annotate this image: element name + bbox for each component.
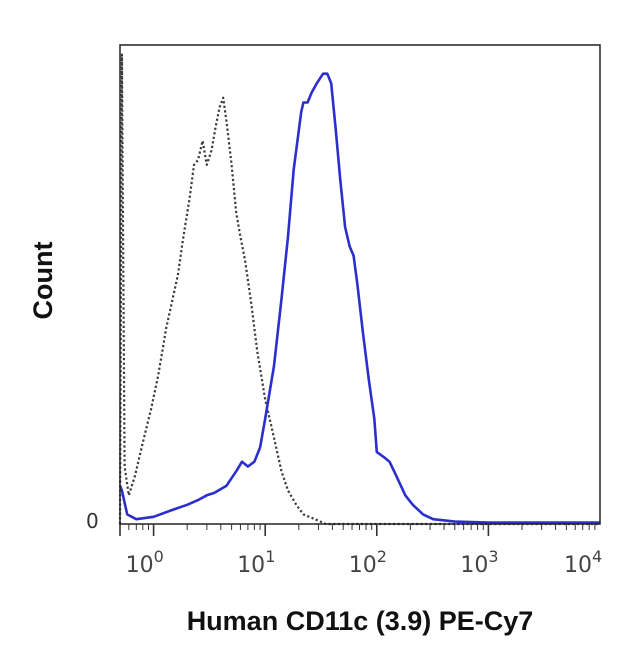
- plot-frame: [119, 44, 601, 525]
- x-tick-label: 100: [126, 547, 164, 578]
- x-tick-label: 104: [564, 547, 602, 578]
- histogram-series-stained: [118, 72, 600, 524]
- x-axis-ticks: 100 101 102 103 104: [119, 524, 602, 578]
- x-tick-label: 101: [237, 547, 275, 578]
- plot-area: [118, 53, 600, 526]
- y-axis-title: Count: [28, 242, 58, 320]
- y-zero-label: 0: [86, 509, 99, 533]
- x-axis-title: Human CD11c (3.9) PE-Cy7: [187, 606, 534, 636]
- histogram-series-control: [118, 53, 600, 526]
- x-tick-label: 103: [460, 547, 498, 578]
- x-tick-label: 102: [349, 547, 387, 578]
